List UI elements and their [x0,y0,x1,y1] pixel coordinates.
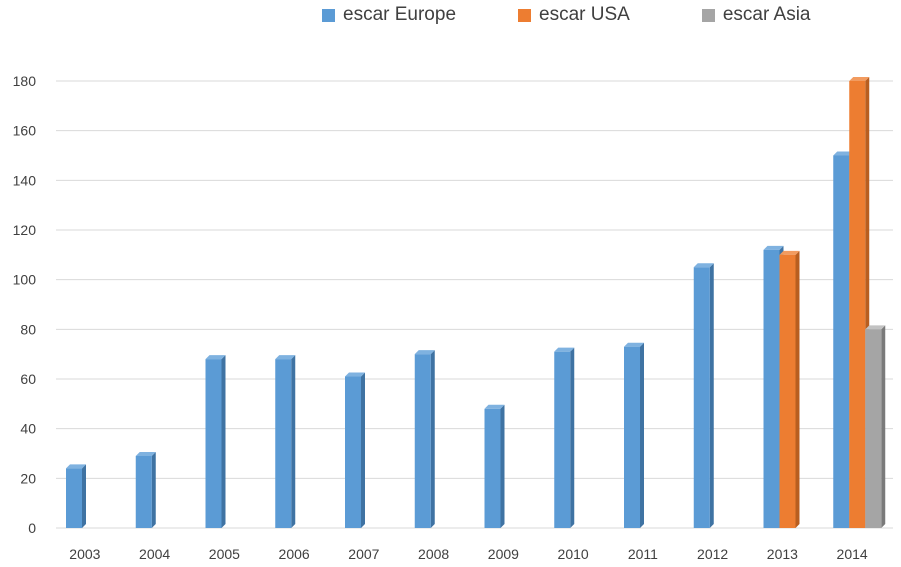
legend-swatch-usa [518,8,532,22]
y-tick-label: 120 [13,222,37,238]
y-tick-label: 60 [20,371,36,387]
bar-escar-europe-2010 [554,347,575,528]
bar-front [865,329,882,528]
x-tick-label: 2008 [418,546,449,562]
bar-escar-europe-2005 [205,355,226,528]
legend: escar Europe escar USA escar Asia [322,4,810,26]
bar-front [763,249,780,528]
x-axis: 2003 2004 2005 2006 2007 2008 2009 2010 2011 2012… [69,546,868,562]
x-tick-label: 2005 [209,546,240,562]
bar-escar-asia-2014 [865,325,886,528]
bar-side [151,451,156,528]
bar-side [221,355,226,528]
bar-side [881,325,886,528]
y-tick-label: 0 [28,520,36,536]
bar-top [779,250,800,255]
legend-item-asia: escar Asia [701,4,811,26]
bar-front [554,351,571,528]
x-tick-label: 2012 [697,546,728,562]
y-tick-label: 140 [13,172,37,188]
x-tick-label: 2013 [767,546,798,562]
bar-top [205,355,226,360]
bar-front [833,155,850,528]
bar-top [554,347,575,352]
y-tick-label: 180 [13,73,37,89]
bar-top [345,372,365,377]
bar-front [414,354,431,528]
bar-escar-usa-2013 [779,250,800,529]
legend-label-europe: escar Europe [343,4,457,25]
bar-top [414,350,435,355]
bar-escar-europe-2011 [624,342,644,528]
bar-side [500,404,505,528]
bar-front [66,468,82,528]
x-tick-label: 2011 [628,546,658,562]
bar-escar-europe-2006 [275,355,296,528]
bar-escar-europe-2009 [484,404,505,528]
bar-escar-europe-2003 [66,464,86,528]
bar-top [66,464,86,469]
bar-side [82,464,86,528]
y-tick-label: 100 [13,272,37,288]
bars [66,77,886,529]
bar-front [693,267,710,528]
bar-front [484,408,501,528]
bar-front [205,359,222,528]
bar-side [570,347,575,528]
legend-item-europe: escar Europe [322,4,456,26]
legend-label-asia: escar Asia [722,4,811,25]
bar-escar-europe-2004 [135,451,156,528]
legend-swatch-asia [701,8,715,22]
y-axis: 0 20 40 60 80 100 120 140 160 180 [13,73,37,536]
bar-front [345,376,361,528]
x-tick-label: 2003 [69,546,100,562]
y-tick-label: 40 [20,421,36,437]
grid-lines [56,80,893,529]
bar-front [624,346,640,528]
x-tick-label: 2009 [488,546,519,562]
y-tick-label: 80 [20,321,36,337]
bar-front [779,254,796,529]
x-tick-label: 2004 [139,546,170,562]
legend-item-usa: escar USA [518,4,630,26]
bar-front [135,455,152,528]
x-tick-label: 2014 [837,546,868,562]
bar-top [849,77,870,81]
bar-escar-europe-2008 [414,350,435,528]
x-tick-label: 2007 [348,546,379,562]
bar-top [275,355,296,360]
bar-side [640,342,644,528]
legend-label-usa: escar USA [539,4,630,25]
legend-swatch-europe [322,8,335,22]
bar-escar-europe-2007 [345,372,365,528]
bar-side [361,372,365,528]
bar-side [709,263,714,528]
bar-side [795,250,800,529]
y-tick-label: 160 [13,123,37,139]
bar-side [291,355,296,528]
bar-front [275,359,292,528]
bar-top [135,451,156,456]
bar-top [484,404,505,409]
bar-top [763,245,784,250]
x-tick-label: 2006 [279,546,310,562]
bar-front [849,81,866,528]
bar-escar-europe-2012 [693,263,714,528]
y-tick-label: 20 [20,470,36,486]
bar-top [624,342,644,347]
bar-top [865,325,886,330]
bar-side [430,350,435,528]
bar-top [693,263,714,268]
bar-top [833,151,854,156]
x-tick-label: 2010 [558,546,589,562]
